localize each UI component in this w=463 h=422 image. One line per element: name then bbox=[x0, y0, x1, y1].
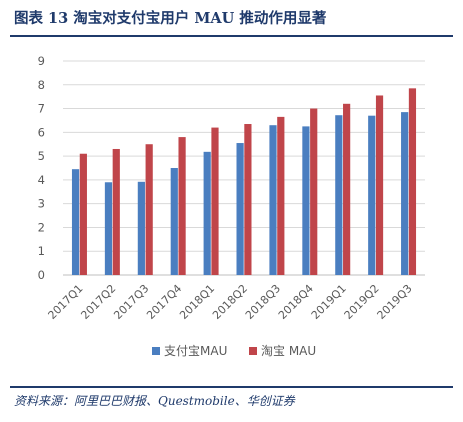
bar-alipay bbox=[236, 143, 244, 275]
x-tick-label: 2017Q1 bbox=[46, 282, 86, 322]
figure-title: 图表 13 淘宝对支付宝用户 MAU 推动作用显著 bbox=[14, 10, 327, 27]
bar-taobao bbox=[79, 153, 87, 275]
bar-taobao bbox=[178, 137, 186, 275]
bars bbox=[71, 88, 417, 275]
x-tick-label: 2019Q3 bbox=[375, 282, 415, 322]
gridlines bbox=[63, 60, 425, 276]
bar-taobao bbox=[145, 144, 153, 275]
bar-alipay bbox=[203, 151, 211, 275]
source-note: 资料来源：阿里巴巴财报、Questmobile、华创证券 bbox=[14, 394, 295, 408]
bar-taobao bbox=[375, 95, 384, 275]
bar-alipay bbox=[137, 181, 145, 275]
y-tick-label: 4 bbox=[38, 173, 45, 187]
y-tick-label: 9 bbox=[38, 54, 45, 68]
x-tick-label: 2018Q1 bbox=[177, 282, 217, 322]
x-tick-label: 2017Q2 bbox=[78, 282, 118, 322]
bar-alipay bbox=[104, 182, 113, 275]
bar-alipay bbox=[368, 115, 376, 275]
bar-taobao bbox=[244, 124, 252, 275]
y-tick-label: 8 bbox=[38, 78, 45, 92]
legend-swatch bbox=[249, 347, 257, 355]
x-tick-label: 2018Q3 bbox=[243, 282, 283, 322]
legend-label: 淘宝 MAU bbox=[261, 344, 316, 358]
bar-alipay bbox=[401, 112, 409, 275]
legend-label: 支付宝MAU bbox=[164, 344, 227, 358]
bar-alipay bbox=[335, 115, 343, 275]
y-tick-label: 0 bbox=[38, 268, 45, 282]
x-axis-ticks: 2017Q12017Q22017Q32017Q42018Q12018Q22018… bbox=[46, 282, 415, 322]
bar-taobao bbox=[408, 88, 417, 275]
legend-swatch bbox=[152, 347, 160, 355]
title-rule bbox=[10, 35, 453, 37]
y-tick-label: 7 bbox=[38, 102, 45, 116]
bar-taobao bbox=[343, 103, 351, 275]
x-tick-label: 2019Q1 bbox=[309, 282, 349, 322]
y-tick-label: 6 bbox=[38, 125, 45, 139]
bar-alipay bbox=[269, 125, 277, 275]
bar-taobao bbox=[211, 127, 219, 275]
legend: 支付宝MAU 淘宝 MAU bbox=[152, 344, 316, 358]
bar-taobao bbox=[277, 116, 285, 275]
x-tick-label: 2018Q4 bbox=[276, 282, 316, 322]
x-tick-label: 2019Q2 bbox=[342, 282, 382, 322]
y-tick-label: 3 bbox=[38, 197, 45, 211]
y-tick-label: 2 bbox=[38, 220, 45, 234]
y-tick-label: 5 bbox=[38, 149, 45, 163]
bar-taobao bbox=[310, 108, 318, 275]
bar-alipay bbox=[302, 126, 310, 275]
x-tick-label: 2017Q3 bbox=[111, 282, 151, 322]
y-axis-ticks: 0 1 2 3 4 5 6 7 8 9 bbox=[38, 54, 45, 282]
bar-alipay bbox=[170, 168, 178, 275]
bar-taobao bbox=[112, 148, 120, 275]
source-rule bbox=[10, 386, 453, 388]
x-tick-label: 2017Q4 bbox=[144, 282, 184, 322]
x-tick-label: 2018Q2 bbox=[210, 282, 250, 322]
bar-alipay bbox=[71, 169, 80, 275]
y-tick-label: 1 bbox=[38, 244, 45, 258]
